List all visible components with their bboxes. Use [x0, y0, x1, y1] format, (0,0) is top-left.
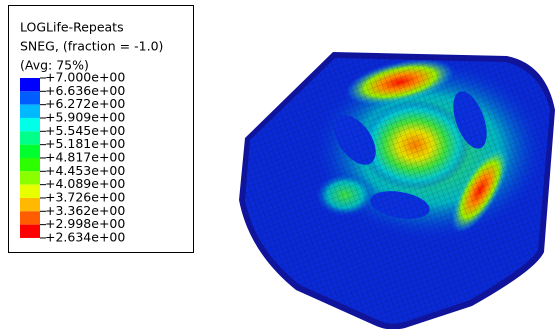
color-band	[20, 185, 40, 198]
legend-subtitle: SNEG, (fraction = -1.0)	[20, 39, 163, 54]
color-band	[20, 118, 40, 131]
part-model	[230, 40, 555, 329]
color-bar: +7.000e+00+6.636e+00+6.272e+00+5.909e+00…	[20, 70, 125, 245]
color-band	[20, 211, 40, 224]
color-band	[20, 225, 40, 238]
color-band	[20, 198, 40, 211]
color-band	[20, 105, 40, 118]
viewport: LOGLife-Repeats SNEG, (fraction = -1.0) …	[0, 0, 555, 329]
page: LOGLife-Repeats SNEG, (fraction = -1.0) …	[0, 0, 555, 329]
color-band	[20, 131, 40, 144]
legend: LOGLife-Repeats SNEG, (fraction = -1.0) …	[9, 6, 194, 253]
level-label: +2.634e+00	[45, 229, 125, 244]
color-band	[20, 91, 40, 104]
color-band	[20, 78, 40, 91]
color-band	[20, 145, 40, 158]
color-band	[20, 158, 40, 171]
color-band	[20, 171, 40, 184]
legend-title: LOGLife-Repeats	[20, 20, 124, 35]
